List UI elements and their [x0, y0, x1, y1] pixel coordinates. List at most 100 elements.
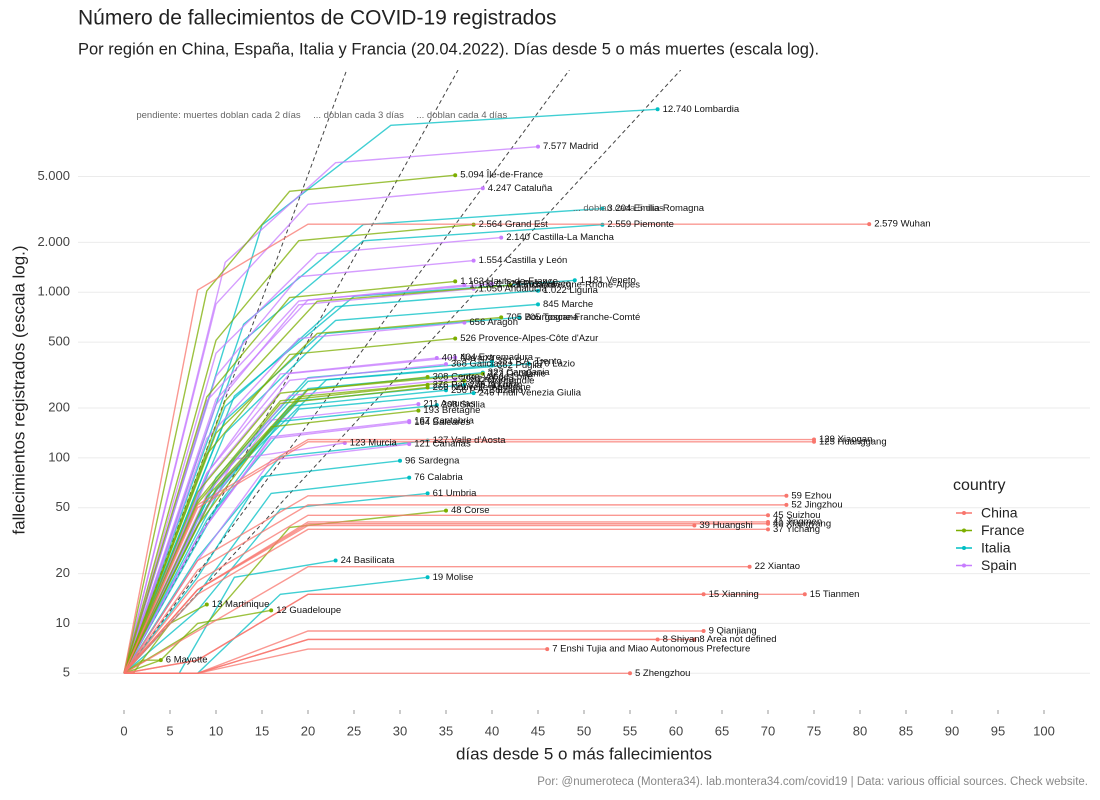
end-point: [784, 502, 789, 507]
end-point: [572, 278, 577, 283]
end-label: 1.181 Veneto: [580, 275, 636, 286]
series-line: [123, 441, 814, 674]
x-tick-label: 70: [761, 723, 775, 738]
end-label: 7.577 Madrid: [543, 141, 598, 152]
series-line: [123, 174, 456, 674]
y-tick-label: 5: [63, 665, 70, 680]
end-label: 266 Nouvelle-Aquitaine: [433, 382, 531, 393]
x-tick-label: 5: [166, 723, 173, 738]
end-label: 1.103 Auvergne-Rhône-Alpes: [515, 280, 640, 291]
end-label: 45 Suizhou: [773, 510, 821, 521]
end-label: 15 Tianmen: [810, 589, 860, 600]
series-line: [123, 223, 474, 674]
end-point: [867, 222, 872, 227]
end-point: [425, 491, 430, 496]
end-point: [536, 302, 540, 307]
series-line: [123, 337, 456, 674]
end-label: 121 Canarias: [414, 439, 471, 450]
end-label: 6 Mayotte: [166, 655, 208, 666]
end-label: 368 Galicia: [451, 359, 499, 370]
end-label: 2.140 Castilla-La Mancha: [506, 232, 614, 243]
end-point: [655, 107, 660, 112]
end-label: 381 P.A. Trento: [497, 356, 562, 367]
end-point: [701, 629, 706, 634]
legend-title: country: [953, 477, 1005, 494]
end-label: 22 Xiantao: [755, 561, 800, 572]
end-point: [407, 442, 412, 447]
end-label: 125 Huanggang: [819, 436, 887, 447]
end-label: 276 Abruzzo: [469, 379, 522, 390]
end-point: [600, 206, 605, 211]
series-line: [123, 187, 483, 674]
end-label: 401 Navarra: [442, 352, 495, 363]
y-tick-label: 10: [56, 615, 70, 630]
series-line: [123, 284, 511, 674]
end-label: 526 Provence-Alpes-Côte d'Azur: [460, 333, 598, 344]
series-line: [123, 357, 437, 674]
end-label: 705 Bourgogne-Franche-Comté: [506, 312, 640, 323]
end-point: [812, 439, 816, 444]
end-point: [517, 315, 522, 320]
end-point: [545, 647, 550, 652]
series-line: [123, 224, 603, 674]
end-point: [407, 475, 412, 480]
end-point: [204, 602, 209, 607]
end-point: [444, 362, 448, 367]
x-tick-label: 85: [899, 723, 913, 738]
end-point: [453, 173, 458, 178]
end-label: 48 Corse: [451, 505, 490, 516]
y-tick-label: 20: [56, 565, 70, 580]
end-label: 7 Enshi Tujia and Miao Autonomous Prefec…: [552, 644, 750, 655]
end-label: 1.022 Liguria: [543, 285, 599, 296]
caption: Por: @numeroteca (Montera34). lab.monter…: [537, 776, 1088, 788]
end-point: [398, 458, 402, 463]
legend-dot: [962, 563, 966, 568]
end-point: [692, 637, 697, 642]
doubling-label: ... doblan cada 4 días: [416, 110, 507, 121]
x-tick-label: 0: [120, 723, 127, 738]
end-point: [747, 564, 752, 569]
x-tick-label: 30: [393, 723, 407, 738]
chart-subtitle: Por región en China, España, Italia y Fr…: [78, 40, 819, 58]
end-label: 2.564 Grand Est: [479, 219, 549, 230]
end-point: [692, 523, 697, 528]
end-label: 9 Qianjiang: [709, 626, 757, 637]
series-line: [123, 280, 456, 674]
end-point: [425, 374, 430, 379]
end-label: 24 Basilicata: [341, 555, 396, 566]
end-label: 167 Cantabria: [414, 415, 474, 426]
end-point: [158, 658, 163, 663]
end-label: 211 Asturias: [423, 399, 475, 410]
legend-label: Spain: [981, 557, 1017, 573]
series-line: [123, 223, 870, 674]
end-point: [499, 235, 504, 240]
x-tick-label: 25: [347, 723, 361, 738]
end-point: [269, 608, 274, 613]
end-label: 5 Zhengzhou: [635, 668, 690, 679]
chart-title: Número de fallecimientos de COVID-19 reg…: [78, 7, 557, 30]
end-point: [766, 521, 770, 526]
x-axis-label: días desde 5 o más fallecimientos: [456, 744, 712, 763]
end-label: 193 Bretagne: [423, 405, 480, 416]
end-point: [434, 355, 439, 360]
legend-dot: [962, 528, 966, 533]
series-line: [123, 376, 428, 674]
end-label: 123 Murcia: [350, 437, 398, 448]
end-label: 59 Ezhou: [791, 490, 831, 501]
end-label: 8 Area not defined: [699, 634, 776, 645]
end-label: 127 Valle d'Aosta: [433, 435, 507, 446]
doubling-label: pendiente: muertes doblan cada 2 días: [136, 110, 301, 121]
end-label: 2.559 Piemonte: [607, 219, 674, 230]
end-point: [462, 320, 467, 325]
end-point: [453, 377, 458, 382]
end-label: 129 Xiaogan: [819, 434, 872, 445]
series-line: [123, 603, 208, 674]
end-point: [526, 361, 531, 366]
end-point: [628, 671, 632, 676]
doubling-line: [123, 70, 682, 674]
series-line: [123, 528, 768, 674]
end-point: [333, 558, 338, 563]
end-point: [425, 575, 430, 580]
end-point: [499, 315, 504, 320]
end-label: 8 Shiyan: [663, 634, 700, 645]
